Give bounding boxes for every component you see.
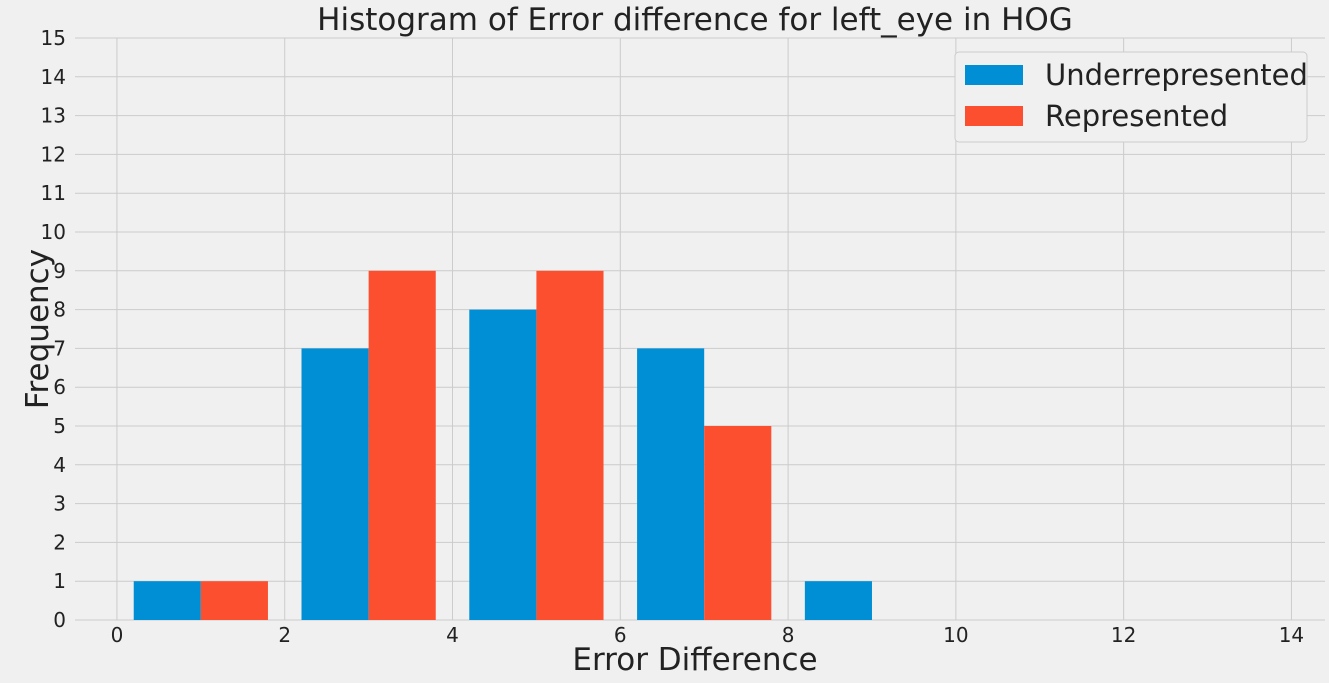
bar-underrepresented-3 xyxy=(637,348,705,620)
y-tick-label: 10 xyxy=(41,220,66,244)
bar-underrepresented-0 xyxy=(133,581,201,620)
y-tick-label: 9 xyxy=(53,259,66,283)
y-tick-label: 6 xyxy=(53,375,66,399)
x-tick-label: 2 xyxy=(278,623,291,647)
y-tick-label: 14 xyxy=(41,65,66,89)
y-tick-label: 15 xyxy=(41,26,66,50)
legend-label-represented: Represented xyxy=(1045,99,1228,133)
bars xyxy=(133,270,872,620)
x-tick-label: 6 xyxy=(614,623,627,647)
x-tick-label: 14 xyxy=(1279,623,1304,647)
bar-represented-2 xyxy=(536,270,604,620)
y-tick-label: 8 xyxy=(53,298,66,322)
bar-underrepresented-1 xyxy=(301,348,369,620)
y-tick-label: 4 xyxy=(53,453,66,477)
x-tick-label: 4 xyxy=(446,623,459,647)
legend-box xyxy=(954,51,1308,143)
legend-swatch-represented xyxy=(965,106,1023,126)
x-axis-label: Error Difference xyxy=(572,642,817,678)
legend-swatch-underrepresented xyxy=(965,65,1023,85)
y-tick-label: 3 xyxy=(53,492,66,516)
chart-title: Histogram of Error difference for left_e… xyxy=(317,2,1073,38)
y-tick-label: 2 xyxy=(53,530,66,554)
y-tick-label: 5 xyxy=(53,414,66,438)
x-tick-label: 0 xyxy=(111,623,124,647)
y-tick-label: 13 xyxy=(41,104,66,128)
y-tick-label: 7 xyxy=(53,336,66,360)
legend-label-underrepresented: Underrepresented xyxy=(1045,58,1308,92)
bar-represented-3 xyxy=(704,426,772,620)
y-axis-label: Frequency xyxy=(20,249,56,409)
bar-underrepresented-2 xyxy=(469,309,537,620)
bar-underrepresented-4 xyxy=(804,581,872,620)
x-tick-label: 10 xyxy=(943,623,968,647)
y-tick-label: 12 xyxy=(41,142,66,166)
x-tick-label: 8 xyxy=(782,623,795,647)
legend: Underrepresented Represented xyxy=(954,51,1308,143)
bar-represented-0 xyxy=(200,581,268,620)
y-tick-label: 0 xyxy=(53,608,66,632)
x-tick-label: 12 xyxy=(1111,623,1136,647)
y-tick-label: 11 xyxy=(41,181,66,205)
y-tick-label: 1 xyxy=(53,569,66,593)
x-tick-labels: 0 2 4 6 8 10 12 14 xyxy=(111,623,1305,647)
bar-represented-1 xyxy=(368,270,436,620)
